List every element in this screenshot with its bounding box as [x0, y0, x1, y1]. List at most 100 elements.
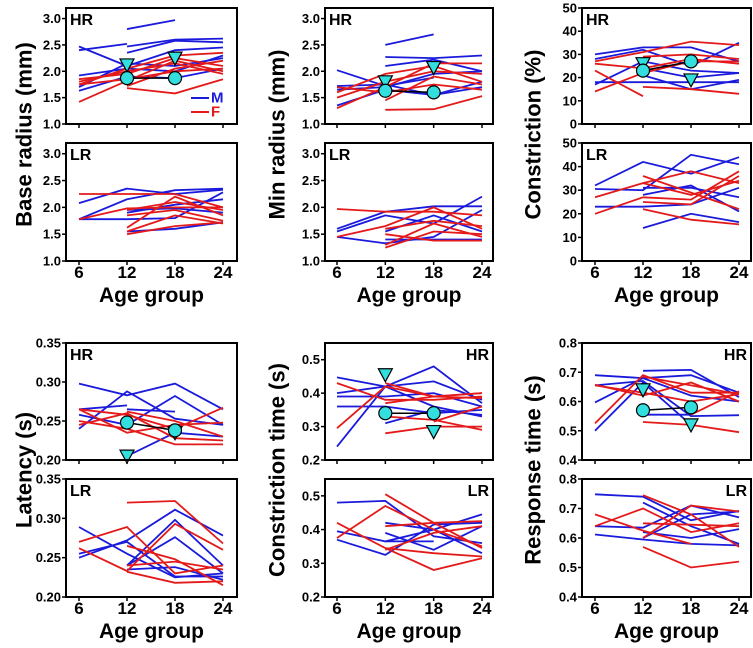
y-tick-label: 1.0: [302, 254, 320, 269]
y-tick-label: 3.0: [302, 11, 320, 26]
x-axis-label: Age group: [99, 284, 204, 307]
series-line-male: [594, 156, 740, 187]
y-tick-label: 20: [563, 70, 577, 85]
panel-label: HR: [586, 12, 610, 29]
series-line-male: [78, 390, 224, 430]
series-line-male: [336, 83, 483, 96]
series-line-male: [642, 368, 740, 398]
series-line-female: [126, 545, 224, 586]
series-line-female: [385, 525, 483, 551]
series-line-male: [78, 382, 224, 411]
mean-triangle-marker: [377, 75, 394, 91]
panel-label: HR: [70, 347, 94, 364]
y-tick-label: 10: [563, 93, 577, 108]
y-tick-label: 0.35: [36, 336, 61, 351]
x-tick-label: 18: [424, 263, 443, 282]
series-line-female: [642, 375, 740, 396]
y-tick-label: 30: [563, 183, 577, 198]
y-tick-label: 0.20: [36, 453, 61, 468]
panel-lr: 1.0 1.5 2.0 2.5 3.0 LR: [43, 142, 238, 269]
y-tick-label: 1.5: [43, 227, 61, 242]
series-line-female: [594, 170, 740, 199]
mean-circle-marker: [426, 85, 441, 100]
x-tick-label: 24: [730, 263, 749, 282]
series-line-female: [78, 59, 224, 103]
series-line-male: [126, 408, 176, 413]
x-tick-label: 24: [730, 599, 749, 618]
series-line-female: [126, 201, 224, 211]
y-tick-label: 1.0: [43, 254, 61, 269]
y-axis-label: Latency (s): [12, 412, 37, 528]
x-tick-label: 12: [634, 263, 653, 282]
y-tick-label: 2.0: [43, 64, 61, 79]
series-line-female: [385, 520, 483, 528]
series-line-female: [78, 62, 224, 83]
mean-triangle-marker: [425, 60, 442, 76]
series-line-female: [594, 384, 740, 403]
series-line-male: [594, 41, 740, 67]
y-tick-label: 0.20: [36, 590, 61, 605]
y-tick-label: 0.4: [302, 386, 321, 401]
y-axis-label: Response time (s): [521, 375, 546, 565]
series-line-male: [78, 540, 223, 578]
panel-frame: [324, 342, 494, 461]
y-tick-label: 2.0: [302, 64, 320, 79]
panel-hr: 0.20 0.25 0.30 0.35 HR: [36, 336, 238, 468]
y-tick-label: 2.0: [43, 200, 61, 215]
x-tick-label: 18: [166, 263, 185, 282]
panel-lr: 0 10 20 30 40 50 LR: [563, 136, 752, 269]
series-line-female: [642, 522, 740, 528]
mean-circle-line: [642, 406, 692, 412]
y-tick-label: 0.7: [559, 365, 577, 380]
mean-circle-marker: [426, 406, 441, 421]
series-line-male: [595, 186, 740, 208]
panel-frame: [581, 342, 752, 461]
mean-triangle-marker: [682, 418, 700, 434]
panel-hr: 1.0 1.5 2.0 2.5 3.0 HR MF: [43, 7, 238, 132]
y-tick-label: 0.2: [302, 453, 320, 468]
panel-hr: 0.4 0.5 0.6 0.7 0.8 HR: [559, 336, 752, 468]
panel-frame: [65, 142, 238, 262]
y-tick-label: 0.30: [36, 511, 61, 526]
chart-constriction-time-s-: Constriction time (s) 6 12 18 24 Age group 0.2…: [265, 342, 494, 643]
x-axis-label: Age group: [614, 620, 719, 643]
y-tick-label: 20: [563, 206, 577, 221]
x-axis-label: Age group: [614, 284, 719, 307]
y-tick-label: 0.6: [559, 531, 577, 546]
mean-circle-marker: [635, 403, 651, 418]
series-line-male: [336, 365, 483, 448]
mean-triangle-marker: [118, 58, 136, 74]
x-axis-label: Age group: [99, 620, 204, 643]
series-line-male: [126, 39, 224, 54]
series-line-female: [336, 504, 483, 548]
y-tick-label: 0.4: [559, 590, 578, 605]
mean-circle-marker: [683, 54, 699, 69]
x-tick-label: 12: [118, 263, 137, 282]
panel-frame: [324, 7, 494, 125]
y-tick-label: 1.5: [302, 90, 320, 105]
legend-label: F: [211, 104, 220, 121]
x-tick-label: 12: [376, 599, 395, 618]
mean-circle-marker: [683, 400, 699, 415]
series-line-female: [126, 59, 224, 87]
y-tick-label: 2.5: [302, 37, 320, 52]
panel-label: LR: [329, 147, 351, 164]
series-line-female: [126, 214, 224, 233]
panel-label: LR: [468, 483, 490, 500]
series-line-female: [336, 208, 483, 217]
series-line-female: [336, 522, 483, 571]
mean-circle-line: [385, 90, 434, 94]
series-line-female: [594, 170, 740, 215]
y-tick-label: 0.8: [559, 472, 577, 487]
x-tick-label: 6: [74, 263, 83, 282]
x-tick-label: 24: [473, 263, 492, 282]
y-tick-label: 3.0: [43, 11, 61, 26]
panel-label: LR: [70, 147, 92, 164]
y-tick-label: 1.5: [43, 90, 61, 105]
x-tick-label: 18: [682, 263, 701, 282]
panel-label: HR: [466, 347, 490, 364]
legend-label: M: [211, 90, 224, 107]
series-line-female: [78, 420, 223, 446]
series-line-male: [594, 493, 740, 522]
